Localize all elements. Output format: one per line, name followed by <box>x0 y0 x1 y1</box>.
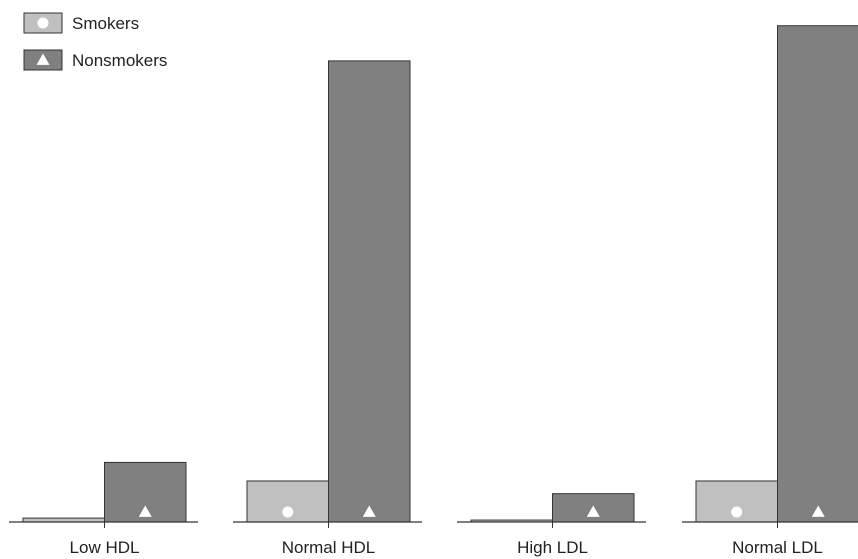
category-labels: Low HDL Normal HDL High LDL Normal LDL <box>70 538 823 557</box>
bar-nonsmokers-low-hdl <box>104 461 187 523</box>
category-label-low-hdl: Low HDL <box>70 538 140 557</box>
legend-triangle-marker-nonsmokers <box>36 53 50 65</box>
legend: Smokers Nonsmokers <box>23 12 167 71</box>
category-label-normal-hdl: Normal HDL <box>282 538 376 557</box>
bar-nonsmokers-normal-hdl <box>328 60 411 523</box>
axes <box>9 521 858 528</box>
triangle-marker-nonsmokers-3 <box>586 505 600 517</box>
bars <box>22 25 858 523</box>
triangle-marker-nonsmokers-2 <box>362 505 376 517</box>
circle-marker-smokers-2 <box>282 506 294 518</box>
bar-nonsmokers-normal-ldl <box>777 25 858 523</box>
category-label-normal-ldl: Normal LDL <box>732 538 823 557</box>
triangle-marker-nonsmokers-1 <box>138 505 152 517</box>
circle-marker-smokers-4 <box>731 506 743 518</box>
triangle-marker-nonsmokers-4 <box>811 505 825 517</box>
legend-label-nonsmokers: Nonsmokers <box>72 51 167 70</box>
bar-nonsmokers-high-ldl <box>552 493 635 523</box>
category-label-high-ldl: High LDL <box>517 538 588 557</box>
legend-label-smokers: Smokers <box>72 14 139 33</box>
legend-circle-marker-smokers <box>37 17 49 29</box>
